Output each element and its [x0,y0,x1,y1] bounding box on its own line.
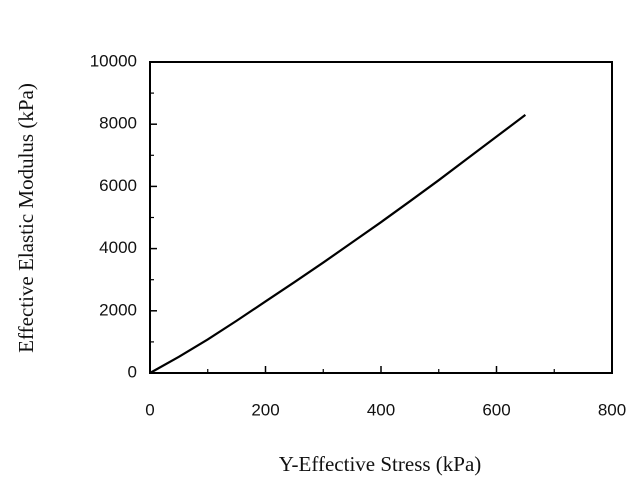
x-tick-label: 0 [145,400,154,419]
x-tick-label: 600 [482,400,510,419]
y-tick-label: 10000 [90,51,137,70]
data-line [149,113,527,374]
x-tick-label: 400 [367,400,395,419]
y-axis-title: Effective Elastic Modulus (kPa) [14,83,38,353]
x-axis-title: Y-Effective Stress (kPa) [279,452,482,476]
y-tick-label: 2000 [99,300,137,319]
x-tick-label: 200 [251,400,279,419]
plot-frame [149,61,613,374]
y-tick-label: 8000 [99,114,137,133]
x-tick-label: 800 [598,400,626,419]
y-tick-label: 4000 [99,238,137,257]
y-tick-label: 6000 [99,176,137,195]
y-tick-label: 0 [128,362,137,381]
